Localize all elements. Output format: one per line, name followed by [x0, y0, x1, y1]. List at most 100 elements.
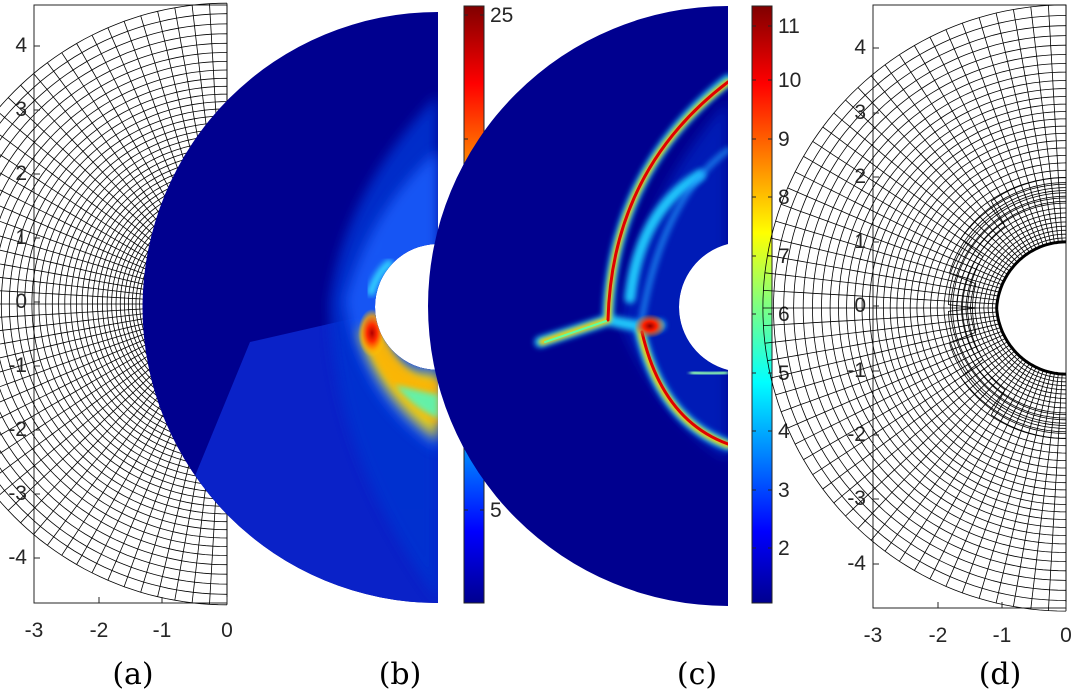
- mesh-arc-line: [81, 158, 228, 450]
- mesh-arc-line: [829, 71, 1067, 545]
- panel-a-ytick: 4: [15, 34, 27, 57]
- panel-a-ytick: -1: [8, 354, 27, 377]
- panel-c-colorbar-label: 9: [778, 128, 790, 151]
- panel-d-xtick: 0: [1060, 624, 1072, 647]
- mesh-arc-line: [960, 207, 1066, 409]
- panel-d-ytick: 4: [854, 36, 866, 59]
- mesh-arc-line: [0, 69, 228, 539]
- mesh-arc-line: [821, 63, 1067, 553]
- mesh-arc-line: [965, 212, 1067, 404]
- mesh-arc-line: [846, 88, 1067, 528]
- mesh-arc-line: [956, 200, 1067, 416]
- panel-d-xtick: -3: [864, 624, 883, 647]
- mesh-arc-line: [952, 197, 1066, 419]
- mesh-arc-line: [31, 108, 228, 500]
- panel-a-ytick: 1: [15, 226, 27, 249]
- mesh-arc-line: [987, 233, 1066, 383]
- mesh-arc-line: [903, 147, 1066, 469]
- mesh-arc-line: [949, 195, 1067, 421]
- mesh-arc-line: [0, 61, 228, 547]
- mesh-arc-line: [991, 237, 1067, 379]
- panel-d-caption: (d): [979, 657, 1022, 692]
- mesh-arc-line: [876, 118, 1066, 498]
- panel-a-xtick: -3: [25, 619, 44, 642]
- mesh-arc-line: [783, 25, 1067, 591]
- panel-d: -3 -2 -1 0 4 3 2 1 0 -1 -2 -3 -4 (d): [762, 4, 1072, 692]
- mesh-arc-line: [923, 169, 1067, 447]
- mesh-arc-line: [45, 122, 228, 486]
- mesh-arc-line: [92, 169, 228, 439]
- panel-c-colorbar: [751, 5, 773, 604]
- panel-b-colorbar-label: 25: [490, 4, 513, 27]
- panel-d-ytick: 0: [854, 294, 866, 317]
- panel-c-colorbar-label: 7: [778, 245, 790, 268]
- panel-a-ytick: 2: [15, 162, 27, 185]
- panel-c-colorbar-label: 2: [778, 537, 790, 560]
- panel-b-field: [142, 12, 438, 603]
- panel-a-ytick: 3: [15, 98, 27, 121]
- mesh-arc-line: [51, 128, 228, 480]
- mesh-arc-line: [793, 35, 1067, 581]
- mesh-arc-line: [970, 217, 1066, 399]
- panel-d-ytick: -2: [847, 423, 866, 446]
- mesh-arc-line: [16, 93, 228, 515]
- mesh-arc-line: [64, 141, 227, 467]
- mesh-arc-line: [854, 96, 1067, 520]
- mesh-arc-line: [762, 4, 1067, 612]
- mesh-arc-line: [838, 80, 1067, 536]
- panel-d-ytick: 1: [854, 230, 866, 253]
- panel-d-ytick: 3: [854, 101, 866, 124]
- mesh-arc-line: [868, 111, 1066, 505]
- mesh-arc-line: [773, 15, 1067, 601]
- panel-d-ytick: -1: [847, 359, 866, 382]
- mesh-arc-line: [58, 135, 228, 473]
- mesh-arc-line: [24, 101, 228, 507]
- panel-b-caption: (b): [379, 657, 422, 692]
- mesh-arc-line: [916, 162, 1067, 454]
- mesh-arc-line: [38, 115, 228, 493]
- panel-d-xtick: -2: [929, 624, 948, 647]
- mesh-arc-line: [948, 187, 1067, 429]
- panel-d-xtick: -1: [993, 624, 1012, 647]
- mesh-arc-line: [97, 174, 227, 434]
- mesh-arc-line: [948, 192, 1066, 424]
- mesh-arc-line: [0, 52, 228, 556]
- mesh-arc-line: [896, 140, 1067, 476]
- panel-a-ticks: [33, 45, 228, 603]
- mesh-arc-line: [8, 85, 228, 523]
- mesh-arc-line: [0, 2, 228, 606]
- mesh-arc-line: [0, 13, 228, 595]
- mesh-arc-line: [983, 229, 1066, 387]
- mesh-arc-line: [75, 153, 228, 455]
- mesh-arc-line: [812, 54, 1067, 562]
- panel-d-mesh: [762, 4, 1067, 612]
- mesh-arc-line: [87, 164, 227, 444]
- mesh-arc-line: [929, 177, 1066, 439]
- panel-d-ticks: [872, 47, 1067, 608]
- panel-c-colorbar-label: 3: [778, 479, 790, 502]
- panel-d-ytick: -4: [847, 552, 866, 575]
- mesh-arc-line: [0, 33, 228, 575]
- panel-c-colorbar-label: 11: [778, 15, 800, 38]
- panel-d-ytick: 2: [854, 165, 866, 188]
- panel-a-ytick: -2: [8, 418, 27, 441]
- panel-a-xtick: -2: [90, 619, 109, 642]
- mesh-radial-line: [1030, 6, 1059, 243]
- mesh-arc-line: [70, 147, 228, 461]
- mesh-arc-line: [882, 125, 1067, 491]
- panel-a-xtick: -1: [153, 619, 172, 642]
- panel-a-xtick: 0: [221, 619, 233, 642]
- panel-c-colorbar-label: 10: [778, 69, 801, 92]
- panel-c-colorbar-label: 4: [778, 420, 790, 443]
- panel-c-caption: (c): [677, 657, 717, 692]
- mesh-arc-line: [0, 23, 228, 585]
- panel-a-ytick: 0: [15, 290, 27, 313]
- mesh-arc-line: [909, 155, 1067, 461]
- mesh-arc-line: [978, 225, 1067, 391]
- mesh-arc-line: [0, 42, 228, 566]
- mesh-arc-line: [861, 103, 1067, 513]
- panel-a-ytick: -4: [8, 546, 27, 569]
- panel-a-caption: (a): [112, 657, 153, 692]
- mesh-arc-line: [0, 77, 228, 531]
